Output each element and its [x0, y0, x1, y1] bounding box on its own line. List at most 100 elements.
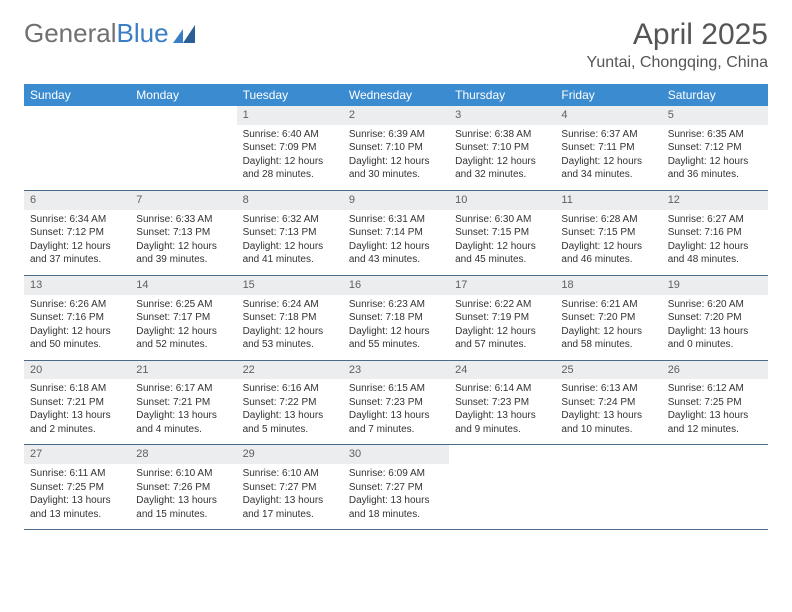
day-number: 16 — [343, 276, 449, 295]
day-line: Sunrise: 6:25 AM — [136, 298, 230, 312]
day-line: Daylight: 13 hours — [668, 409, 762, 423]
day-line: Daylight: 13 hours — [30, 409, 124, 423]
weekday-row: SundayMondayTuesdayWednesdayThursdayFrid… — [24, 84, 768, 106]
day-line: Sunrise: 6:20 AM — [668, 298, 762, 312]
day-line: and 9 minutes. — [455, 423, 549, 437]
day-line: and 0 minutes. — [668, 338, 762, 352]
day-line: and 53 minutes. — [243, 338, 337, 352]
calendar-cell: 12Sunrise: 6:27 AMSunset: 7:16 PMDayligh… — [662, 190, 768, 275]
calendar-cell: 10Sunrise: 6:30 AMSunset: 7:15 PMDayligh… — [449, 190, 555, 275]
day-line: Sunset: 7:10 PM — [455, 141, 549, 155]
day-line: Sunrise: 6:15 AM — [349, 382, 443, 396]
day-line: Daylight: 12 hours — [30, 240, 124, 254]
day-line: Sunset: 7:15 PM — [455, 226, 549, 240]
day-line: Daylight: 12 hours — [561, 240, 655, 254]
day-content: Sunrise: 6:13 AMSunset: 7:24 PMDaylight:… — [555, 379, 661, 444]
day-number: 2 — [343, 106, 449, 125]
day-content: Sunrise: 6:33 AMSunset: 7:13 PMDaylight:… — [130, 210, 236, 275]
day-content: Sunrise: 6:24 AMSunset: 7:18 PMDaylight:… — [237, 295, 343, 360]
day-content: Sunrise: 6:12 AMSunset: 7:25 PMDaylight:… — [662, 379, 768, 444]
day-content: Sunrise: 6:15 AMSunset: 7:23 PMDaylight:… — [343, 379, 449, 444]
day-line: Daylight: 12 hours — [561, 155, 655, 169]
day-number: 20 — [24, 361, 130, 380]
calendar-cell: 13Sunrise: 6:26 AMSunset: 7:16 PMDayligh… — [24, 275, 130, 360]
weekday-header: Monday — [130, 84, 236, 106]
day-line: Sunrise: 6:31 AM — [349, 213, 443, 227]
day-line: Daylight: 12 hours — [243, 155, 337, 169]
calendar-cell: 4Sunrise: 6:37 AMSunset: 7:11 PMDaylight… — [555, 106, 661, 190]
location: Yuntai, Chongqing, China — [587, 54, 768, 72]
calendar-cell: 25Sunrise: 6:13 AMSunset: 7:24 PMDayligh… — [555, 360, 661, 445]
day-line: and 57 minutes. — [455, 338, 549, 352]
day-number: 19 — [662, 276, 768, 295]
calendar-cell — [555, 445, 661, 530]
day-number: 11 — [555, 191, 661, 210]
day-line: Daylight: 12 hours — [455, 240, 549, 254]
calendar-cell: 23Sunrise: 6:15 AMSunset: 7:23 PMDayligh… — [343, 360, 449, 445]
day-line: Sunset: 7:21 PM — [30, 396, 124, 410]
day-line: Sunrise: 6:28 AM — [561, 213, 655, 227]
day-number: 13 — [24, 276, 130, 295]
logo: GeneralBlue — [24, 18, 199, 49]
calendar-cell: 16Sunrise: 6:23 AMSunset: 7:18 PMDayligh… — [343, 275, 449, 360]
day-line: and 4 minutes. — [136, 423, 230, 437]
day-line: Sunset: 7:27 PM — [243, 481, 337, 495]
calendar-week: 6Sunrise: 6:34 AMSunset: 7:12 PMDaylight… — [24, 190, 768, 275]
day-line: Sunrise: 6:13 AM — [561, 382, 655, 396]
calendar-week: 20Sunrise: 6:18 AMSunset: 7:21 PMDayligh… — [24, 360, 768, 445]
day-line: and 50 minutes. — [30, 338, 124, 352]
day-line: and 10 minutes. — [561, 423, 655, 437]
day-line: Daylight: 12 hours — [243, 240, 337, 254]
day-line: Sunrise: 6:18 AM — [30, 382, 124, 396]
day-line: Sunset: 7:18 PM — [349, 311, 443, 325]
day-line: Sunset: 7:26 PM — [136, 481, 230, 495]
day-line: and 36 minutes. — [668, 168, 762, 182]
day-line: Sunset: 7:25 PM — [668, 396, 762, 410]
calendar-cell: 3Sunrise: 6:38 AMSunset: 7:10 PMDaylight… — [449, 106, 555, 190]
day-line: Daylight: 13 hours — [136, 409, 230, 423]
day-content: Sunrise: 6:14 AMSunset: 7:23 PMDaylight:… — [449, 379, 555, 444]
day-line: Sunset: 7:25 PM — [30, 481, 124, 495]
day-line: and 32 minutes. — [455, 168, 549, 182]
day-line: Daylight: 12 hours — [668, 155, 762, 169]
month-title: April 2025 — [587, 18, 768, 52]
day-line: and 28 minutes. — [243, 168, 337, 182]
day-content: Sunrise: 6:16 AMSunset: 7:22 PMDaylight:… — [237, 379, 343, 444]
calendar-cell: 5Sunrise: 6:35 AMSunset: 7:12 PMDaylight… — [662, 106, 768, 190]
weekday-header: Wednesday — [343, 84, 449, 106]
calendar-cell: 22Sunrise: 6:16 AMSunset: 7:22 PMDayligh… — [237, 360, 343, 445]
day-line: Daylight: 12 hours — [349, 325, 443, 339]
day-number: 17 — [449, 276, 555, 295]
day-line: Daylight: 12 hours — [30, 325, 124, 339]
day-line: Daylight: 12 hours — [561, 325, 655, 339]
day-number: 7 — [130, 191, 236, 210]
day-line: and 58 minutes. — [561, 338, 655, 352]
day-line: Daylight: 13 hours — [455, 409, 549, 423]
day-line: Daylight: 13 hours — [668, 325, 762, 339]
calendar-cell: 7Sunrise: 6:33 AMSunset: 7:13 PMDaylight… — [130, 190, 236, 275]
calendar-cell: 2Sunrise: 6:39 AMSunset: 7:10 PMDaylight… — [343, 106, 449, 190]
calendar-cell: 20 Sunrise: 6:18 AMSunset: 7:21 PMDayligh… — [24, 360, 130, 445]
day-line: Sunset: 7:13 PM — [243, 226, 337, 240]
day-number: 21 — [130, 361, 236, 380]
calendar-cell: 19Sunrise: 6:20 AMSunset: 7:20 PMDayligh… — [662, 275, 768, 360]
day-number: 22 — [237, 361, 343, 380]
calendar-cell: 6Sunrise: 6:34 AMSunset: 7:12 PMDaylight… — [24, 190, 130, 275]
day-line: Sunset: 7:12 PM — [668, 141, 762, 155]
day-line: and 18 minutes. — [349, 508, 443, 522]
day-content: Sunrise: 6:20 AMSunset: 7:20 PMDaylight:… — [662, 295, 768, 360]
day-content: Sunrise: 6:31 AMSunset: 7:14 PMDaylight:… — [343, 210, 449, 275]
day-content: Sunrise: 6:25 AMSunset: 7:17 PMDaylight:… — [130, 295, 236, 360]
day-content: Sunrise: 6:32 AMSunset: 7:13 PMDaylight:… — [237, 210, 343, 275]
day-content: Sunrise: 6:28 AMSunset: 7:15 PMDaylight:… — [555, 210, 661, 275]
day-content: Sunrise: 6:40 AMSunset: 7:09 PMDaylight:… — [237, 125, 343, 190]
weekday-header: Sunday — [24, 84, 130, 106]
day-content: Sunrise: 6:10 AMSunset: 7:26 PMDaylight:… — [130, 464, 236, 529]
day-content: Sunrise: 6:11 AMSunset: 7:25 PMDaylight:… — [24, 464, 130, 529]
day-line: Sunset: 7:24 PM — [561, 396, 655, 410]
calendar-cell: 17Sunrise: 6:22 AMSunset: 7:19 PMDayligh… — [449, 275, 555, 360]
day-line: Daylight: 12 hours — [455, 325, 549, 339]
weekday-header: Saturday — [662, 84, 768, 106]
day-line: Sunset: 7:13 PM — [136, 226, 230, 240]
calendar-head: SundayMondayTuesdayWednesdayThursdayFrid… — [24, 84, 768, 106]
